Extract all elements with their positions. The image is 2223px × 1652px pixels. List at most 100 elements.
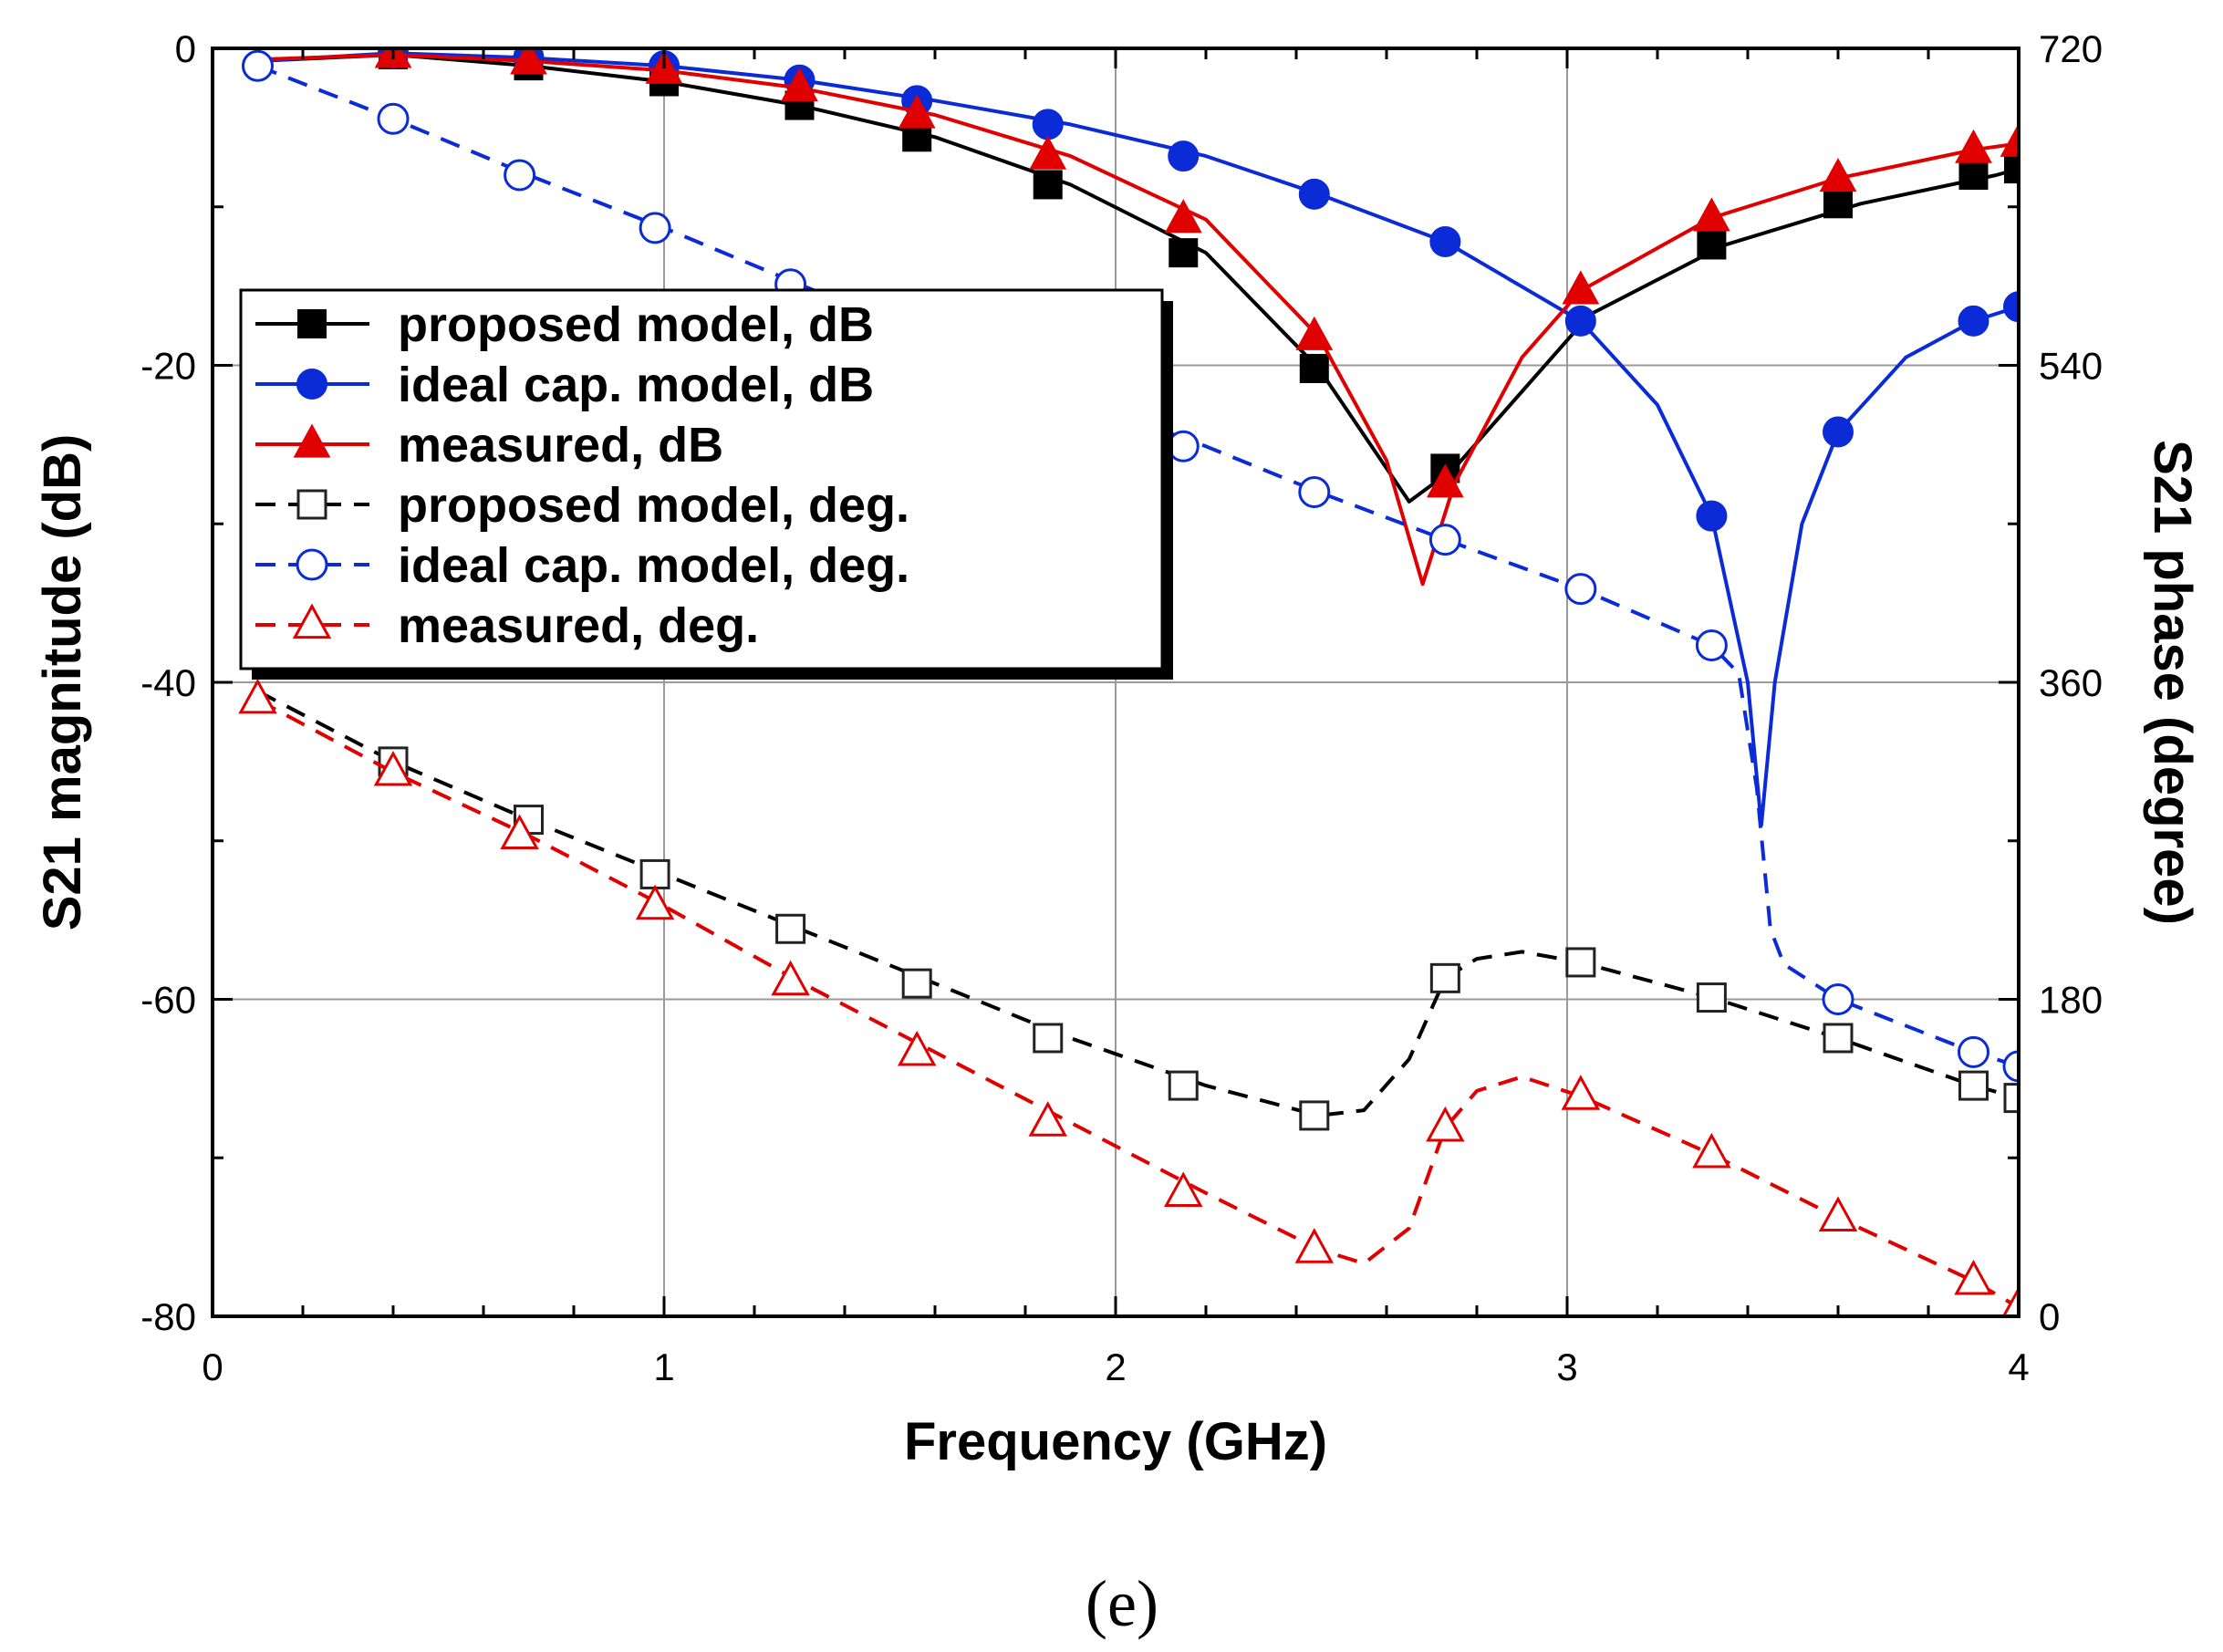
series-5-marker <box>1294 1228 1335 1263</box>
figure-caption: (e) <box>1086 1567 1158 1640</box>
series-group-2 <box>257 48 2019 587</box>
series-0-marker <box>1299 353 1329 383</box>
left-y-tick-label: -60 <box>140 979 196 1022</box>
series-4-marker <box>1958 1035 1989 1068</box>
series-4-marker <box>1428 524 1461 556</box>
series-3-marker <box>901 968 932 999</box>
series-4-marker <box>504 159 536 192</box>
series-5-marker <box>1028 1101 1067 1137</box>
legend-label-1: ideal cap. model, dB <box>398 358 874 412</box>
series-5-marker <box>373 750 413 786</box>
right-y-tick-label: 540 <box>2039 345 2103 388</box>
series-5-marker <box>1692 1132 1731 1169</box>
series-2-marker <box>510 48 547 75</box>
series-0-marker <box>1169 238 1199 268</box>
left-y-tick-label: -80 <box>140 1295 196 1338</box>
x-tick-label: 4 <box>2008 1345 2029 1388</box>
series-1-marker <box>1958 305 1989 337</box>
left-y-axis-title: S21 magnitude (dB) <box>33 434 92 931</box>
series-2-marker <box>1819 157 1857 192</box>
series-4-marker <box>1167 430 1200 462</box>
series-2-marker <box>1029 135 1067 170</box>
series-3-marker <box>639 858 670 889</box>
series-3-marker <box>1429 962 1460 993</box>
legend-marker-1 <box>296 369 327 400</box>
legend-label-4: ideal cap. model, deg. <box>398 538 909 593</box>
series-3-marker <box>1958 1070 1989 1101</box>
series-1-marker <box>1168 140 1200 172</box>
series-0-marker <box>1033 170 1063 200</box>
series-2-marker <box>1693 197 1730 232</box>
series-1-marker <box>1696 500 1728 532</box>
series-4-marker <box>377 102 410 135</box>
legend-label-2: measured, dB <box>398 418 723 473</box>
series-line-0 <box>257 53 2019 504</box>
series-4-marker <box>1564 573 1597 606</box>
right-y-tick-label: 0 <box>2039 1295 2060 1338</box>
legend-label-0: proposed model, dB <box>398 297 874 352</box>
left-y-tick-label: -20 <box>140 345 196 388</box>
series-4-marker <box>1822 983 1854 1015</box>
series-0-marker <box>1697 230 1727 260</box>
series-5-marker <box>1561 1075 1601 1110</box>
left-y-tick-label: -40 <box>140 661 196 704</box>
legend-label-5: measured, deg. <box>398 598 759 653</box>
series-4-marker <box>1298 476 1331 508</box>
series-5-marker <box>1818 1196 1858 1231</box>
series-5-marker <box>1954 1259 1993 1295</box>
legend-marker-4 <box>296 548 328 581</box>
series-group-3 <box>256 689 2019 1131</box>
series-2-marker <box>781 67 818 102</box>
series-0-marker <box>1958 161 1989 190</box>
legend-label-3: proposed model, deg. <box>398 478 909 533</box>
series-5-marker <box>771 960 810 996</box>
series-3-marker <box>1299 1100 1330 1131</box>
series-4-marker <box>1695 629 1728 661</box>
series-5-marker <box>2001 1285 2019 1316</box>
series-1-marker <box>2003 291 2019 323</box>
left-y-tick-label: 0 <box>175 27 196 70</box>
x-tick-label: 1 <box>653 1345 674 1388</box>
series-2-marker <box>1426 463 1464 498</box>
series-5-marker <box>238 678 277 714</box>
series-1-marker <box>1298 178 1330 210</box>
series-1-marker <box>1032 109 1064 140</box>
series-5-marker <box>897 1030 937 1066</box>
legend-marker-3 <box>296 489 327 520</box>
series-5-marker <box>1164 1171 1203 1207</box>
series-3-marker <box>1168 1070 1199 1101</box>
series-group-5 <box>238 678 2019 1316</box>
series-4-marker <box>639 212 671 244</box>
legend-marker-2 <box>293 423 331 458</box>
series-4-marker <box>242 49 274 82</box>
series-0-marker <box>1823 189 1853 219</box>
series-0-marker <box>2004 154 2019 184</box>
right-y-tick-label: 180 <box>2039 979 2103 1022</box>
x-tick-label: 2 <box>1105 1345 1126 1388</box>
plot-series <box>238 48 2019 1316</box>
series-3-marker <box>1565 947 1596 978</box>
legend-marker-5 <box>292 603 332 639</box>
series-3-marker <box>775 913 806 944</box>
legend-box <box>239 288 1164 670</box>
series-3-marker <box>1823 1023 1854 1054</box>
right-y-axis-title: S21 phase (degree) <box>2143 440 2202 925</box>
x-tick-label: 3 <box>1556 1345 1577 1388</box>
series-3-marker <box>2003 1083 2019 1114</box>
series-2-marker <box>1164 199 1202 234</box>
series-5-marker <box>1426 1106 1465 1142</box>
x-tick-label: 0 <box>202 1345 223 1388</box>
series-5-marker <box>500 814 539 850</box>
series-2-marker <box>1562 270 1600 305</box>
series-1-marker <box>1564 305 1596 337</box>
series-3-marker <box>1696 982 1727 1013</box>
series-3-marker <box>1033 1023 1064 1054</box>
series-2-marker <box>1955 129 1992 163</box>
x-axis-title: Frequency (GHz) <box>904 1412 1327 1471</box>
series-4-marker <box>2002 1050 2019 1083</box>
series-1-marker <box>1429 225 1461 257</box>
right-y-tick-label: 360 <box>2039 661 2103 704</box>
series-line-2 <box>257 53 2019 587</box>
